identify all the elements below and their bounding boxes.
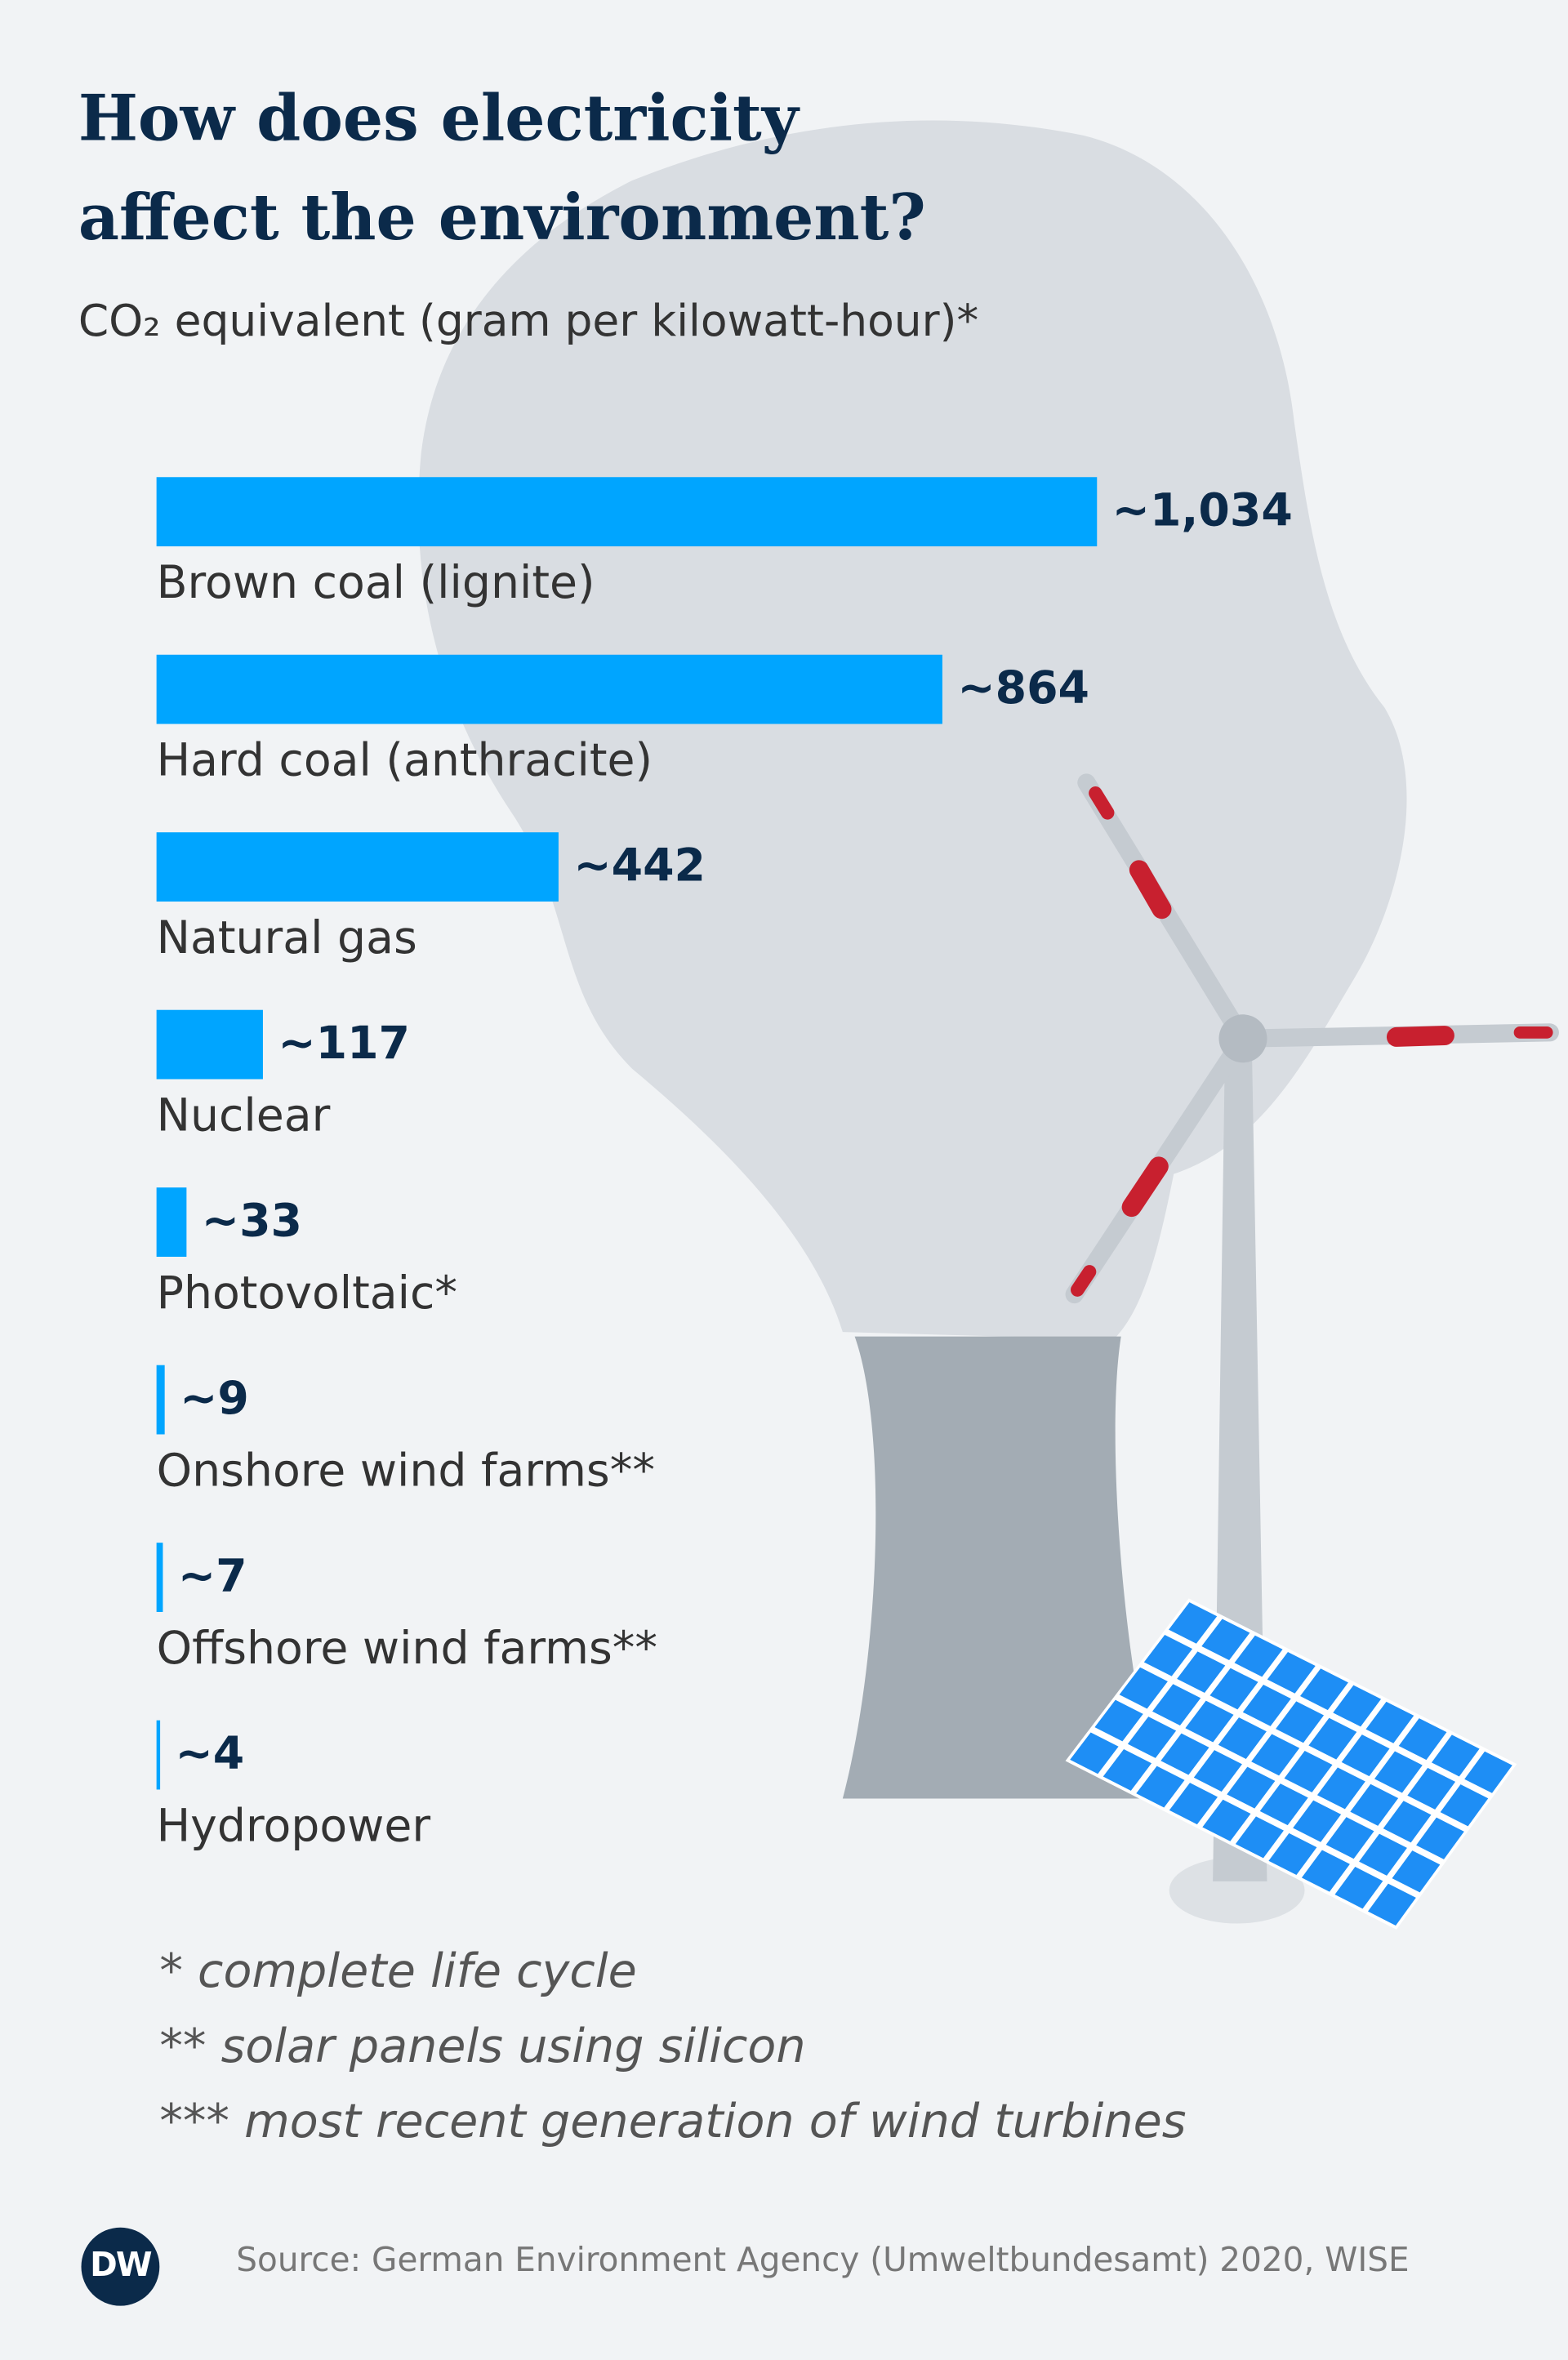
category-label: Photovoltaic*	[157, 1267, 457, 1320]
panel-cell	[1383, 1801, 1432, 1843]
panel-cell	[1431, 1734, 1480, 1777]
panel-cell	[1127, 1717, 1177, 1758]
panel-cell	[1276, 1701, 1325, 1743]
value-label: ~7	[178, 1551, 247, 1603]
value-label: ~117	[278, 1017, 410, 1070]
panel-cell	[1152, 1684, 1201, 1725]
panel-cell	[1268, 1832, 1317, 1876]
panel-cell	[1143, 1634, 1193, 1676]
category-label: Natural gas	[157, 912, 417, 964]
panel-cell	[1464, 1751, 1512, 1793]
chart-title: How does electricity affect the environm…	[78, 81, 926, 255]
illustration	[418, 120, 1559, 1930]
footnote: ** solar panels using silicon	[159, 2019, 806, 2074]
panel-cell	[1308, 1717, 1357, 1760]
panel-cell	[1300, 1668, 1348, 1711]
panel-cell	[1365, 1701, 1414, 1743]
panel-cell	[1341, 1734, 1390, 1777]
footnotes: * complete life cycle ** solar panels us…	[159, 1934, 1186, 2159]
panel-cell	[1218, 1717, 1267, 1759]
panel-cell	[1392, 1850, 1441, 1893]
turbine-blades	[1065, 773, 1559, 1304]
category-label: Hard coal (anthracite)	[157, 735, 653, 787]
bar	[156, 654, 942, 724]
panel-cell	[1094, 1699, 1143, 1742]
cooling-tower	[842, 1336, 1159, 1799]
value-label: ~9	[180, 1373, 249, 1425]
panel-cell	[1350, 1783, 1399, 1826]
value-label: ~864	[957, 662, 1089, 715]
bar	[156, 477, 1098, 547]
category-label: Brown coal (lignite)	[157, 557, 595, 609]
panel-cell	[1416, 1817, 1464, 1859]
panel-cell	[1160, 1733, 1209, 1775]
panel-cell	[1368, 1883, 1416, 1926]
panel-cell	[1333, 1685, 1382, 1727]
source: Source: German Environment Agency (Umwel…	[236, 2242, 1410, 2281]
panel-cell	[1201, 1619, 1250, 1661]
panel-cell	[1407, 1767, 1456, 1810]
value-label: ~1,034	[1112, 485, 1293, 537]
panel-cell	[1169, 1602, 1218, 1644]
panel-cell	[1169, 1783, 1218, 1825]
category-label: Onshore wind farms**	[157, 1445, 655, 1498]
panel-cell	[1209, 1668, 1258, 1710]
category-label: Hydropower	[157, 1800, 431, 1852]
panel-cell	[1177, 1651, 1226, 1694]
panel-cell	[1259, 1783, 1308, 1826]
turbine-base	[1169, 1857, 1305, 1924]
bar	[156, 1365, 165, 1435]
logo: DW	[81, 2227, 160, 2306]
bar	[156, 832, 559, 902]
value-label: ~4	[176, 1728, 245, 1780]
smoke-cloud	[418, 120, 1407, 1340]
bar	[156, 1543, 163, 1612]
panel-cell	[1242, 1685, 1291, 1726]
panel-cell	[1119, 1667, 1168, 1709]
panel-cell	[1359, 1833, 1407, 1876]
panel-cell	[1267, 1652, 1316, 1694]
panel-cell	[1325, 1817, 1374, 1859]
panel-cell	[1440, 1784, 1489, 1827]
bar	[156, 1720, 161, 1790]
panel-cell	[1102, 1749, 1152, 1791]
panel-cell	[1334, 1867, 1383, 1909]
panel-cell	[1136, 1766, 1185, 1808]
category-label: Nuclear	[157, 1090, 331, 1142]
panel-cell	[1251, 1734, 1300, 1776]
panel-cell	[1316, 1767, 1365, 1810]
panel-cell	[1070, 1732, 1119, 1774]
solar-panel	[1065, 1598, 1517, 1930]
panel-cell	[1374, 1751, 1423, 1793]
bar	[156, 1009, 263, 1080]
footnote: *** most recent generation of wind turbi…	[159, 2095, 1187, 2149]
footnote: * complete life cycle	[159, 1944, 637, 1999]
panel-cell	[1235, 1816, 1284, 1859]
value-label: ~33	[202, 1196, 302, 1248]
category-label: Offshore wind farms**	[157, 1623, 657, 1675]
panel-cell	[1234, 1635, 1283, 1677]
value-label: ~442	[573, 840, 706, 893]
panel-cell	[1301, 1850, 1350, 1892]
panel-cell	[1284, 1750, 1333, 1792]
panel-cell	[1227, 1766, 1276, 1809]
panel-cell	[1398, 1718, 1447, 1761]
panel-cell	[1202, 1799, 1251, 1841]
panel-cell	[1293, 1800, 1342, 1842]
panel-cell	[1193, 1750, 1242, 1792]
bar	[156, 1187, 187, 1257]
panel-cell	[1185, 1700, 1234, 1743]
chart-subtitle: CO₂ equivalent (gram per kilowatt-hour)*	[78, 295, 979, 346]
